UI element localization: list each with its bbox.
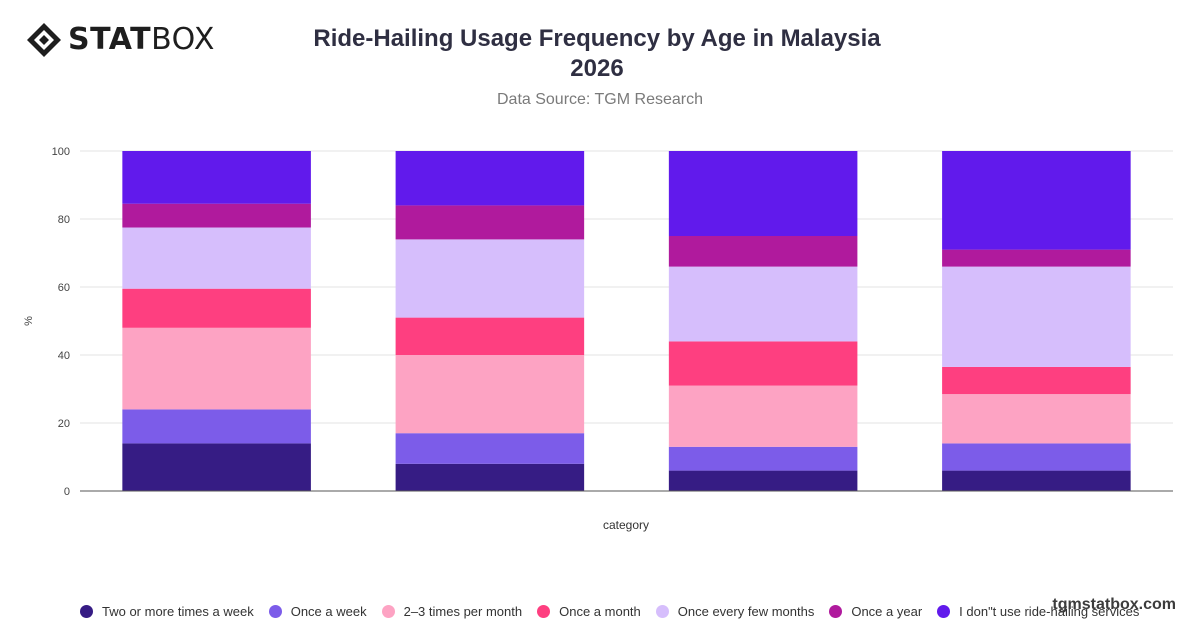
bar-segment [395, 433, 585, 464]
y-tick-label: 0 [64, 486, 70, 498]
bar-segment [122, 327, 311, 410]
y-tick-label: 40 [58, 350, 70, 362]
bar-segment [395, 317, 585, 355]
legend-swatch-icon [655, 604, 669, 618]
legend-swatch-icon [937, 604, 951, 618]
bar-segment [122, 227, 311, 289]
y-tick-label: 60 [58, 282, 70, 294]
bar-segment [122, 409, 311, 444]
bar-segment [942, 443, 1131, 471]
chart-subtitle: Data Source: TGM Research [496, 91, 703, 108]
bar-segment [942, 249, 1131, 267]
legend-swatch-icon [537, 604, 551, 618]
bar-segment [668, 266, 858, 342]
bar-segment [942, 366, 1131, 395]
chart-title-line1: Ride-Hailing Usage Frequency by Age in M… [313, 25, 881, 52]
y-tick-label: 100 [52, 146, 70, 158]
bar-segment [942, 151, 1131, 250]
legend-item[interactable]: Two or more times a week [80, 604, 254, 619]
bar-segment [668, 470, 858, 491]
legend-item[interactable]: Once every few months [655, 603, 815, 619]
legend-item[interactable]: I don"t use ride-hailing services [937, 604, 1139, 619]
bar-segment [395, 205, 585, 240]
logo-wordmark-light: BOX [151, 22, 215, 57]
legend-label: Two or more times a week [102, 603, 254, 619]
bar-segment [668, 151, 858, 236]
chart-title-line2: 2026 [570, 55, 624, 82]
bar-segment [122, 288, 311, 328]
bar-segment [668, 236, 858, 267]
x-axis-label: category [603, 518, 649, 532]
statbox-logo: STATBOX [26, 22, 215, 58]
axes-layer: 0 20 40 60 80 100% category [23, 146, 1173, 532]
bar-segment [942, 470, 1131, 491]
bars-layer [122, 151, 1131, 491]
legend-label: Once every few months [677, 603, 815, 619]
chart-legend: Two or more times a week Once a week 2–3 t… [80, 601, 1154, 621]
legend-label: Once a month [559, 603, 641, 619]
legend-swatch-icon [829, 604, 843, 618]
watermark: tgmstatbox.com [1052, 596, 1176, 613]
legend-item[interactable]: 2–3 times per month [381, 603, 523, 619]
legend-label: I don"t use ride-hailing services [959, 603, 1140, 619]
legend-label: Once a week [290, 603, 367, 619]
y-tick-label: 80 [58, 214, 70, 226]
bar-segment [395, 355, 585, 434]
y-axis-label: % [23, 316, 35, 326]
legend-swatch-icon [381, 604, 395, 618]
bar-segment [122, 203, 311, 228]
legend-item[interactable]: Once a year [829, 604, 922, 619]
bar-segment [668, 446, 858, 471]
logo-wordmark-bold: STAT [68, 22, 152, 57]
bar-segment [395, 239, 585, 318]
legend-label: 2–3 times per month [403, 603, 523, 619]
bar-segment [942, 394, 1131, 444]
bar-segment [122, 443, 311, 491]
legend-swatch-icon [80, 604, 93, 618]
legend-item[interactable]: Once a month [537, 604, 641, 619]
bar-segment [668, 385, 858, 447]
y-tick-label: 20 [58, 418, 70, 430]
bar-segment [942, 266, 1131, 367]
legend-swatch-icon [268, 604, 282, 618]
legend-label: Once a year [851, 603, 923, 619]
diamond-logo-icon [27, 23, 61, 57]
chart-title: Ride-Hailing Usage Frequency by Age in M… [240, 24, 954, 84]
bar-segment [668, 341, 858, 386]
bar-segment [122, 151, 311, 204]
legend-item[interactable]: Once a week [268, 603, 367, 619]
logo-wordmark: STATBOX [68, 22, 215, 58]
bar-segment [395, 463, 585, 491]
bar-segment [395, 151, 585, 206]
